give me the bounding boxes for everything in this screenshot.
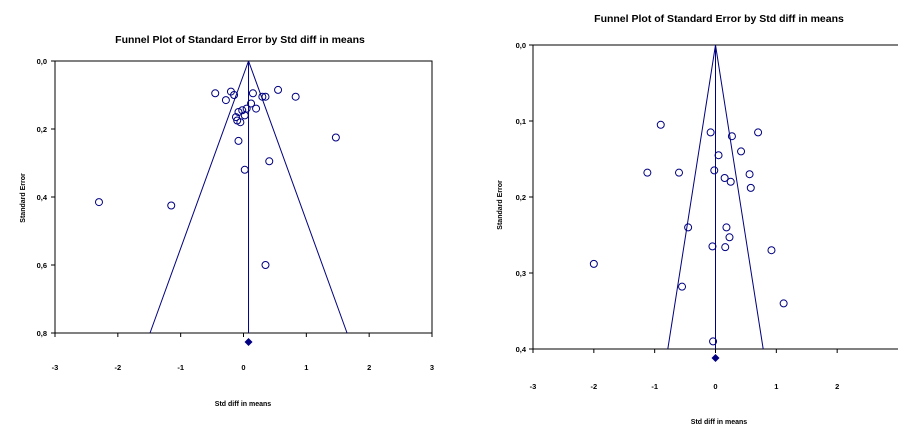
- x-tick-label: 0: [713, 382, 717, 391]
- y-tick-label: 0,3: [516, 269, 526, 278]
- x-tick-label: 2: [835, 382, 839, 391]
- study-point: [722, 223, 731, 232]
- y-tick-label: 0,0: [37, 57, 47, 66]
- x-tick-label: -2: [114, 363, 121, 372]
- study-point: [656, 120, 665, 129]
- study-point: [258, 92, 267, 101]
- study-point: [291, 92, 300, 101]
- study-point: [767, 246, 776, 255]
- summary-diamond: [244, 338, 253, 346]
- study-point: [265, 157, 274, 166]
- study-point: [745, 170, 754, 179]
- study-point: [714, 151, 723, 160]
- funnel-left-limit: [667, 44, 716, 350]
- study-point: [261, 92, 270, 101]
- y-axis-label: Standard Error: [20, 173, 27, 223]
- study-point: [721, 243, 730, 252]
- study-point: [240, 165, 249, 174]
- study-point: [236, 118, 245, 127]
- plot-frame: [54, 60, 433, 334]
- x-tick-label: 1: [304, 363, 308, 372]
- x-tick-label: 1: [774, 382, 778, 391]
- study-point: [238, 106, 247, 115]
- x-tick-label: 3: [430, 363, 434, 372]
- x-tick-label: 2: [367, 363, 371, 372]
- study-point: [754, 128, 763, 137]
- x-axis-label: Std diff in means: [691, 419, 748, 426]
- study-point: [678, 282, 687, 291]
- y-tick-label: 0,1: [516, 117, 526, 126]
- funnel-left-limit: [149, 60, 249, 334]
- study-point: [94, 198, 103, 207]
- chart-title: Funnel Plot of Standard Error by Std dif…: [115, 34, 365, 46]
- study-point: [261, 261, 270, 269]
- study-point: [248, 89, 257, 98]
- y-tick-label: 0,0: [516, 41, 526, 50]
- x-tick-label: 0: [241, 363, 245, 372]
- study-point: [231, 113, 240, 122]
- study-point: [709, 337, 718, 346]
- study-point: [720, 174, 729, 182]
- x-tick-label: -2: [590, 382, 597, 391]
- study-point: [684, 223, 693, 232]
- study-point: [252, 104, 261, 113]
- left-funnel-plot: Funnel Plot of Standard Error by Std dif…: [20, 34, 434, 408]
- study-point: [779, 299, 788, 308]
- study-point: [211, 89, 220, 98]
- study-point: [221, 96, 230, 105]
- x-tick-label: -3: [52, 363, 59, 372]
- study-point: [725, 233, 734, 242]
- study-point: [746, 183, 755, 192]
- summary-diamond: [711, 354, 720, 362]
- y-tick-label: 0,8: [37, 329, 47, 338]
- funnel-right-limit: [248, 60, 348, 334]
- study-point: [710, 166, 719, 175]
- study-point: [589, 259, 598, 268]
- y-tick-label: 0,2: [37, 125, 47, 134]
- study-point: [331, 133, 340, 142]
- y-axis-label: Standard Error: [497, 180, 504, 230]
- study-point: [643, 168, 652, 177]
- study-point: [234, 136, 243, 145]
- right-funnel-plot: Funnel Plot of Standard Error by Std dif…: [497, 13, 898, 426]
- study-point: [675, 168, 683, 177]
- study-point: [726, 177, 735, 186]
- study-point: [247, 99, 256, 108]
- study-point: [706, 128, 715, 137]
- x-tick-label: -1: [651, 382, 658, 391]
- funnel-right-limit: [715, 44, 764, 350]
- y-tick-label: 0,4: [37, 193, 48, 202]
- study-point: [242, 104, 251, 113]
- y-tick-label: 0,2: [516, 193, 526, 202]
- x-tick-label: -3: [530, 382, 537, 391]
- study-point: [274, 85, 283, 94]
- study-point: [167, 201, 176, 210]
- chart-title: Funnel Plot of Standard Error by Std dif…: [594, 13, 844, 25]
- study-point: [737, 147, 746, 156]
- study-point: [727, 132, 736, 141]
- x-axis-label: Std diff in means: [215, 401, 272, 408]
- study-point: [230, 91, 239, 99]
- study-point: [234, 108, 243, 116]
- y-tick-label: 0,4: [516, 345, 527, 354]
- study-point: [708, 242, 717, 251]
- y-tick-label: 0,6: [37, 261, 47, 270]
- x-tick-label: -1: [177, 363, 184, 372]
